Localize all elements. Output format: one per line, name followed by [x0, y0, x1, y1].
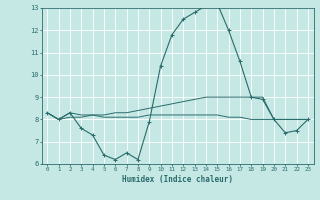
X-axis label: Humidex (Indice chaleur): Humidex (Indice chaleur)	[122, 175, 233, 184]
